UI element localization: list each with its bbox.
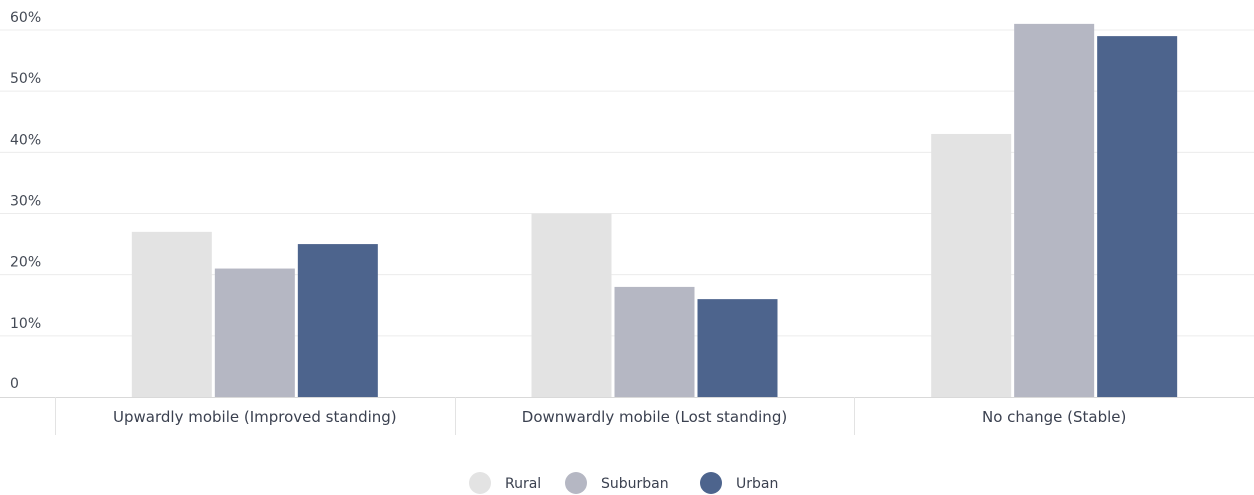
- x-axis-category-labels: Upwardly mobile (Improved standing) Downw…: [113, 408, 1126, 426]
- bar-urban-2[interactable]: [1097, 36, 1178, 397]
- y-tick-label: 10%: [10, 316, 41, 332]
- y-tick-label: 60%: [10, 10, 41, 26]
- legend-swatch: [565, 472, 587, 494]
- legend-item-suburban[interactable]: Suburban: [565, 472, 669, 494]
- x-axis: [0, 397, 1254, 435]
- bar-rural-0[interactable]: [131, 231, 212, 397]
- legend-swatch: [700, 472, 722, 494]
- bar-urban-0[interactable]: [297, 244, 378, 397]
- y-tick-label: 30%: [10, 194, 41, 210]
- x-category-label: Downwardly mobile (Lost standing): [522, 408, 787, 426]
- legend-label: Urban: [736, 476, 778, 492]
- y-axis-tick-labels: 0 10% 20% 30% 40% 50% 60%: [10, 10, 41, 392]
- legend-item-rural[interactable]: Rural: [469, 472, 541, 494]
- bar-suburban-2[interactable]: [1014, 23, 1095, 398]
- y-tick-label: 40%: [10, 132, 41, 148]
- bar-rural-2[interactable]: [931, 133, 1012, 397]
- x-category-label: No change (Stable): [982, 408, 1126, 426]
- legend-label: Rural: [505, 476, 541, 492]
- bar-rural-1[interactable]: [531, 213, 612, 398]
- bar-suburban-0[interactable]: [214, 268, 295, 397]
- y-tick-label: 20%: [10, 255, 41, 271]
- y-tick-label: 0: [10, 376, 19, 392]
- legend-swatch: [469, 472, 491, 494]
- bar-urban-1[interactable]: [697, 299, 778, 397]
- bars: [131, 23, 1178, 398]
- legend-item-urban[interactable]: Urban: [700, 472, 778, 494]
- x-category-label: Upwardly mobile (Improved standing): [113, 408, 397, 426]
- y-tick-label: 50%: [10, 71, 41, 87]
- bar-suburban-1[interactable]: [614, 286, 695, 397]
- legend[interactable]: Rural Suburban Urban: [469, 472, 778, 494]
- legend-label: Suburban: [601, 476, 669, 492]
